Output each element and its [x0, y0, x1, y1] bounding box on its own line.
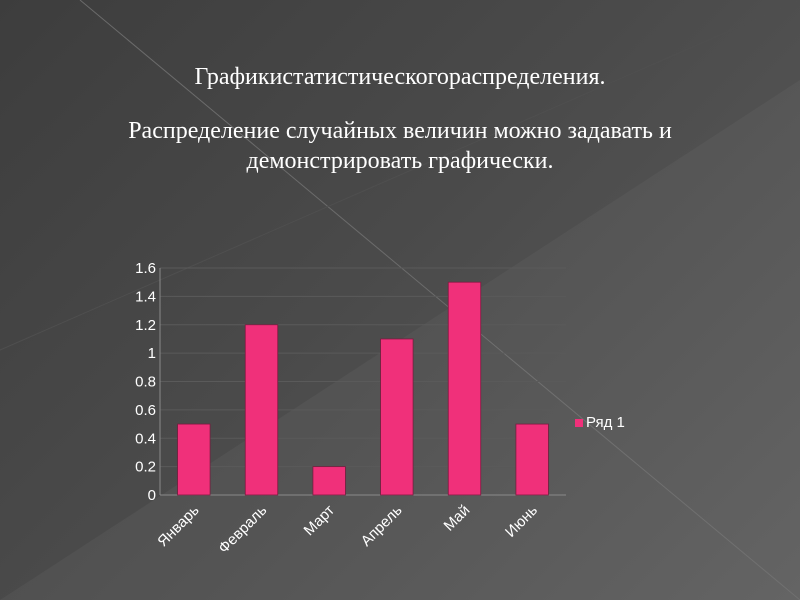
bar	[380, 338, 414, 496]
bar	[447, 281, 482, 496]
x-tick-label: Июнь	[502, 502, 541, 541]
bar	[244, 324, 279, 496]
chart-axes	[159, 268, 566, 496]
chart-x-tick-labels: Январь Февраль Март Апрель Май Июнь	[154, 502, 541, 557]
chart-gridlines	[160, 267, 566, 496]
y-tick-label: 1	[148, 345, 156, 362]
y-tick-label: 0.4	[135, 430, 156, 447]
chart-y-tick-labels: 0 0.2 0.4 0.6 0.8 1 1.2 1.4 1.6	[135, 260, 156, 504]
bar	[312, 466, 346, 496]
chart-bars	[177, 281, 549, 496]
x-tick-label: Май	[441, 502, 474, 535]
x-tick-label: Апрель	[358, 502, 406, 550]
x-tick-label: Февраль	[215, 502, 270, 557]
y-tick-label: 0.6	[135, 402, 156, 419]
y-tick-label: 1.2	[135, 317, 156, 334]
bar	[515, 423, 549, 496]
legend-label: Ряд 1	[586, 414, 625, 431]
y-tick-label: 0.2	[135, 459, 156, 476]
x-tick-label: Январь	[154, 502, 203, 551]
chart-legend: Ряд 1	[575, 414, 625, 431]
y-tick-label: 1.6	[135, 260, 156, 277]
legend-swatch	[575, 418, 583, 427]
slide-subheading: Распределение случайных величин можно за…	[128, 118, 672, 174]
y-tick-label: 0.8	[135, 374, 156, 391]
y-tick-label: 1.4	[135, 288, 156, 305]
bar	[177, 423, 211, 496]
x-tick-label: Март	[301, 502, 338, 539]
y-tick-label: 0	[148, 487, 156, 504]
slide-heading: Графикистатистическогораспределения.	[194, 64, 606, 90]
